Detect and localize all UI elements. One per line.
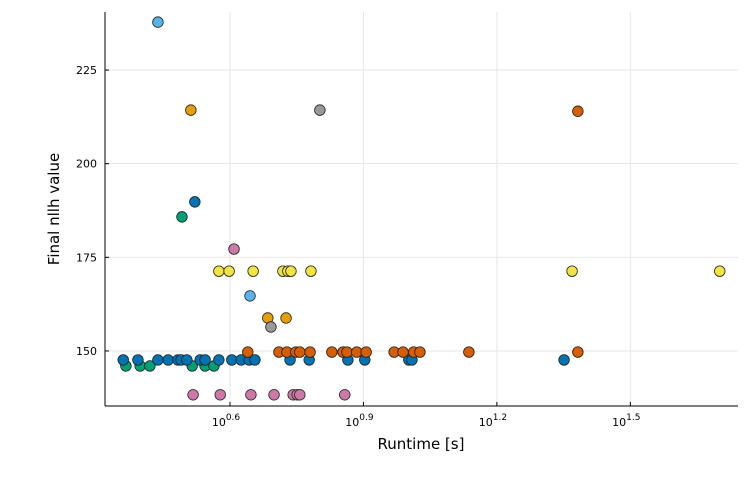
scatter-point-s5 [132,354,144,366]
scatter-point-s7 [187,389,199,401]
scatter-point-s5 [152,354,164,366]
x-tick-base: 10 [479,416,493,429]
scatter-point-s1 [152,16,164,28]
scatter-point-s6 [463,346,475,358]
scatter-point-s6 [360,346,372,358]
scatter-point-s6 [397,346,409,358]
scatter-point-s6 [341,346,353,358]
y-tick-label: 150 [76,345,97,358]
scatter-point-s7 [228,243,240,255]
scatter-point-s1 [244,290,256,302]
scatter-point-s2 [280,312,292,324]
x-tick-label: 101.5 [612,413,640,429]
scatter-point-s5 [558,354,570,366]
scatter-point-s4 [223,265,235,277]
scatter-point-s6 [304,346,316,358]
scatter-point-s6 [572,105,584,117]
y-axis-label: Final nllh value [45,153,63,265]
scatter-point-s5 [162,354,174,366]
scatter-point-s4 [566,265,578,277]
scatter-point-s5 [189,196,201,208]
scatter-point-s4 [305,265,317,277]
x-tick-exponent: 1.2 [493,413,507,423]
scatter-point-s6 [414,346,426,358]
x-tick-base: 10 [345,416,359,429]
x-tick-exponent: 1.5 [626,413,640,423]
x-axis-label: Runtime [s] [378,435,465,453]
scatter-point-s3 [144,360,156,372]
scatter-point-s7 [245,389,257,401]
scatter-point-s4 [247,265,259,277]
scatter-point-s5 [213,354,225,366]
scatter-point-s5 [249,354,261,366]
data-points [117,16,726,401]
scatter-point-s4 [714,265,726,277]
x-tick-base: 10 [212,416,226,429]
scatter-point-s3 [176,211,188,223]
scatter-point-s6 [572,346,584,358]
x-tick-label: 101.2 [479,413,507,429]
scatter-point-s5 [117,354,129,366]
scatter-point-s7 [214,389,226,401]
x-tick-label: 100.6 [212,413,241,429]
scatter-point-s2 [185,104,197,116]
x-tick-base: 10 [612,416,626,429]
scatter-point-s8 [265,321,277,333]
scatter-point-s4 [213,265,225,277]
scatter-point-s6 [242,346,254,358]
scatter-point-s6 [294,346,306,358]
scatter-point-s4 [285,265,297,277]
scatter-point-s8 [314,104,326,116]
x-tick-exponent: 0.6 [226,413,241,423]
scatter-point-s7 [339,389,351,401]
x-tick-exponent: 0.9 [359,413,374,423]
scatter-point-s7 [294,389,306,401]
x-tick-label: 100.9 [345,413,374,429]
scatter-point-s5 [199,354,211,366]
y-tick-label: 225 [76,64,97,77]
y-tick-label: 175 [76,251,97,264]
scatter-point-s6 [326,346,338,358]
scatter-point-s5 [181,354,193,366]
y-tick-label: 200 [76,158,97,171]
scatter-point-s7 [268,389,280,401]
